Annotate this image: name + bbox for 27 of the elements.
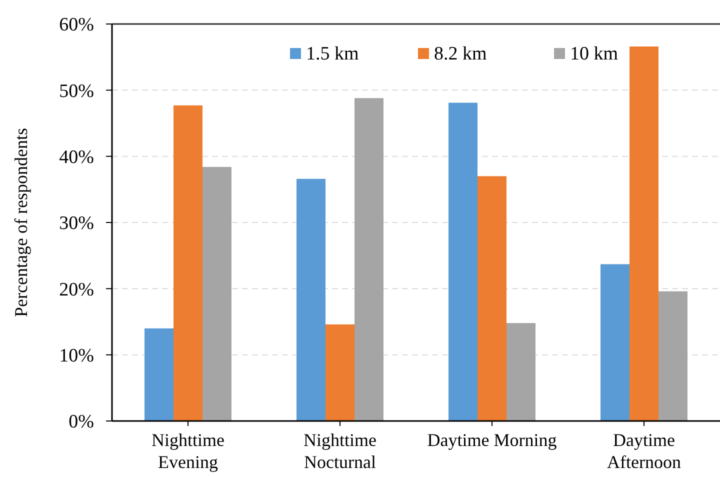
- bar: [296, 178, 326, 421]
- legend-label: 1.5 km: [306, 44, 359, 65]
- bar: [202, 166, 232, 421]
- legend-label: 10 km: [570, 44, 618, 65]
- y-axis-title: Percentage of respondents: [11, 128, 31, 317]
- x-tick-label: Nighttime Evening: [152, 430, 225, 472]
- y-tick-label: 30%: [59, 213, 94, 234]
- legend-label: 8.2 km: [434, 44, 487, 65]
- bar: [630, 46, 658, 421]
- y-tick-label: 0%: [68, 412, 94, 433]
- y-tick-label: 60%: [59, 14, 94, 36]
- x-tick-label: Nighttime Nocturnal: [304, 430, 377, 472]
- bar: [506, 323, 536, 421]
- bar: [144, 328, 174, 421]
- y-tick-label: 20%: [59, 279, 94, 300]
- y-tick-label: 10%: [59, 345, 94, 366]
- bar: [448, 102, 478, 421]
- bar: [326, 324, 354, 421]
- bar: [658, 291, 688, 421]
- bar: [174, 105, 202, 421]
- y-tick-label: 50%: [59, 80, 94, 102]
- bar: [600, 264, 630, 421]
- bar: [478, 176, 506, 421]
- x-tick-label: Daytime Afternoon: [607, 430, 681, 472]
- y-tick-label: 40%: [59, 146, 94, 168]
- x-tick-label: Daytime Morning: [427, 430, 557, 450]
- bar: [354, 98, 384, 421]
